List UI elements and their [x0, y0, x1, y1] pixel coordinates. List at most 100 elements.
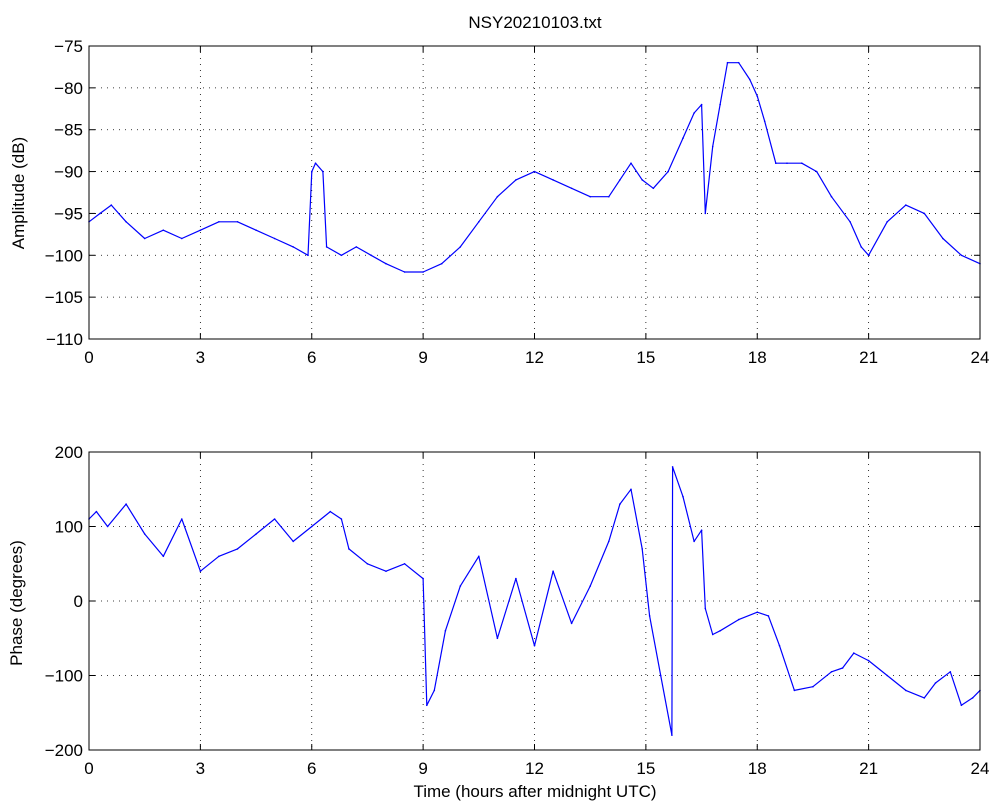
phase-data-point — [971, 697, 974, 699]
amplitude-data-point — [478, 221, 480, 223]
amplitude-data-point — [641, 179, 643, 181]
amplitude-x-tick-label: 18 — [748, 348, 767, 367]
phase-data-point — [459, 585, 462, 587]
amplitude-data-point — [515, 179, 517, 181]
amplitude-data-point — [886, 221, 888, 223]
phase-data-point — [162, 555, 165, 558]
amplitude-data-point — [440, 262, 443, 265]
phase-data-point — [292, 540, 295, 543]
amplitude-data-point — [162, 229, 165, 231]
phase-data-point — [444, 630, 447, 632]
amplitude-data-point — [711, 145, 714, 148]
phase-data-point — [106, 525, 109, 528]
amplitude-x-tick-label: 6 — [307, 348, 316, 367]
phase-data-point — [422, 577, 424, 580]
amplitude-data-point — [923, 212, 926, 215]
phase-data-point — [426, 704, 428, 707]
amplitude-data-point — [960, 254, 963, 257]
phase-y-tick-label: 100 — [55, 518, 83, 537]
amplitude-x-tick-label: 15 — [636, 348, 655, 367]
amplitude-data-point — [199, 229, 202, 231]
phase-data-point — [641, 548, 643, 550]
amplitude-y-tick-label: −110 — [46, 330, 83, 349]
phase-data-point — [671, 734, 673, 736]
phase-x-tick-label: 24 — [971, 759, 990, 778]
amplitude-x-ticks: 0 3 6 9 12 15 18 21 24 — [84, 46, 989, 367]
phase-data-point — [704, 607, 707, 610]
phase-x-ticks: 0 3 6 9 12 15 18 21 24 — [84, 452, 989, 778]
amplitude-y-tick-label: −105 — [45, 288, 83, 307]
phase-series-group — [88, 466, 981, 736]
amplitude-y-tick-label: −90 — [54, 163, 83, 182]
phase-data-point — [181, 518, 183, 520]
phase-data-point — [756, 611, 759, 613]
amplitude-data-point — [181, 237, 183, 240]
amplitude-data-point — [322, 170, 324, 173]
phase-data-point — [960, 704, 963, 707]
amplitude-data-point — [860, 246, 862, 248]
amplitude-y-tick-label: −80 — [54, 79, 83, 98]
phase-y-tick-label: 200 — [55, 443, 83, 462]
amplitude-data-point — [726, 61, 729, 64]
phase-panel: 0 3 6 9 12 15 18 21 24 −200 −100 0 100 200 Phase (de… — [7, 443, 989, 801]
amplitude-data-point — [403, 271, 406, 273]
phase-data-point — [433, 689, 436, 692]
amplitude-data-point — [756, 95, 759, 97]
amplitude-data-point — [719, 103, 721, 106]
amplitude-data-point — [905, 204, 907, 206]
phase-data-point — [496, 637, 499, 640]
amplitude-data-point — [775, 162, 777, 164]
amplitude-data-point — [340, 254, 343, 257]
amplitude-data-point — [786, 162, 788, 164]
amplitude-data-point — [942, 237, 944, 240]
phase-data-point — [737, 618, 740, 621]
amplitude-data-point — [459, 246, 462, 248]
phase-data-point — [700, 529, 703, 531]
phase-data-point — [886, 674, 888, 677]
amplitude-data-point — [311, 170, 313, 173]
phase-data-point — [923, 697, 926, 699]
phase-y-tick-label: −100 — [45, 667, 83, 686]
amplitude-data-point — [385, 262, 387, 265]
phase-data-point — [934, 682, 937, 684]
phase-data-point — [812, 685, 814, 688]
amplitude-data-point — [370, 254, 372, 257]
amplitude-data-point — [693, 112, 695, 114]
amplitude-data-point — [619, 179, 621, 181]
amplitude-data-point — [143, 237, 146, 240]
amplitude-data-point — [700, 103, 703, 106]
amplitude-data-point — [422, 271, 424, 273]
phase-data-point — [949, 671, 952, 673]
amplitude-data-point — [630, 162, 632, 164]
phase-data-point — [778, 644, 781, 647]
amplitude-data-point — [236, 221, 239, 223]
amplitude-data-point — [533, 170, 536, 173]
phase-data-point — [659, 674, 662, 677]
amplitude-series-group — [88, 61, 981, 273]
amplitude-y-tick-label: −100 — [45, 246, 83, 265]
phase-data-point — [273, 518, 276, 520]
phase-data-point — [403, 563, 406, 565]
amplitude-data-point — [589, 195, 591, 198]
phase-data-point — [619, 503, 621, 505]
amplitude-y-tick-label: −75 — [54, 37, 83, 56]
phase-data-point — [311, 525, 313, 528]
amplitude-data-point — [815, 170, 818, 173]
amplitude-data-point — [292, 246, 295, 248]
amplitude-data-point — [314, 162, 317, 164]
phase-data-point — [236, 548, 239, 550]
phase-data-point — [255, 533, 257, 535]
phase-data-point — [853, 652, 855, 654]
amplitude-data-point — [218, 221, 220, 223]
amplitude-data-point — [608, 195, 610, 198]
phase-data-point — [589, 585, 591, 587]
amplitude-y-tick-label: −85 — [54, 121, 83, 140]
amplitude-y-axis-label: Amplitude (dB) — [9, 137, 28, 249]
chart-title: NSY20210103.txt — [468, 13, 602, 32]
phase-data-point — [793, 689, 796, 692]
amplitude-data-point — [355, 246, 358, 248]
phase-data-point — [478, 555, 480, 558]
amplitude-panel: NSY20210103.txt 0 3 6 9 12 15 18 21 24 −110−105−… — [9, 13, 989, 367]
